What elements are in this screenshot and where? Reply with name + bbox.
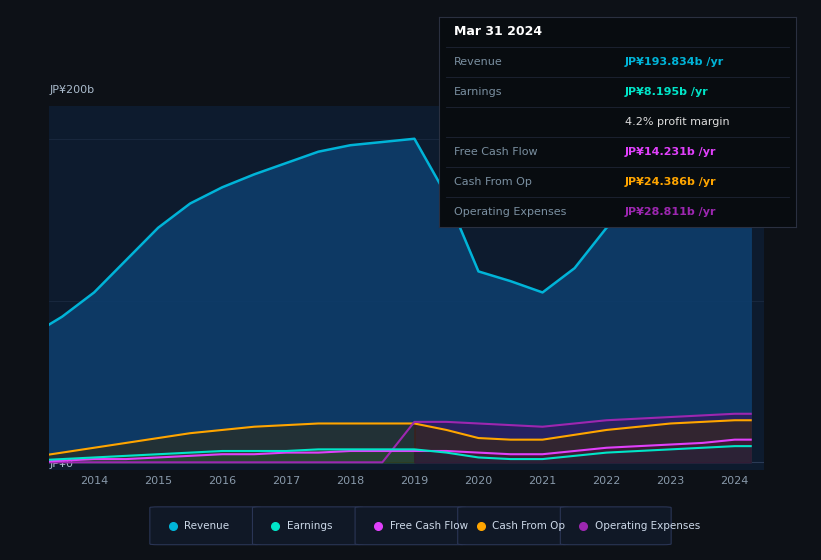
- Text: Revenue: Revenue: [453, 57, 502, 67]
- Text: JP¥200b: JP¥200b: [49, 86, 94, 95]
- Text: Revenue: Revenue: [184, 521, 229, 531]
- Text: Earnings: Earnings: [453, 87, 502, 97]
- FancyBboxPatch shape: [252, 507, 363, 545]
- Text: Free Cash Flow: Free Cash Flow: [453, 147, 537, 157]
- Text: Free Cash Flow: Free Cash Flow: [389, 521, 468, 531]
- FancyBboxPatch shape: [149, 507, 261, 545]
- Text: Mar 31 2024: Mar 31 2024: [453, 25, 542, 38]
- FancyBboxPatch shape: [458, 507, 568, 545]
- Text: Cash From Op: Cash From Op: [453, 177, 531, 187]
- Text: 4.2% profit margin: 4.2% profit margin: [625, 117, 730, 127]
- Text: Cash From Op: Cash From Op: [493, 521, 565, 531]
- Text: JP¥0: JP¥0: [49, 459, 73, 469]
- Text: Operating Expenses: Operating Expenses: [594, 521, 700, 531]
- Text: JP¥24.386b /yr: JP¥24.386b /yr: [625, 177, 717, 187]
- FancyBboxPatch shape: [355, 507, 466, 545]
- FancyBboxPatch shape: [560, 507, 672, 545]
- Text: Operating Expenses: Operating Expenses: [453, 207, 566, 217]
- Text: JP¥8.195b /yr: JP¥8.195b /yr: [625, 87, 709, 97]
- Text: JP¥28.811b /yr: JP¥28.811b /yr: [625, 207, 717, 217]
- Text: JP¥193.834b /yr: JP¥193.834b /yr: [625, 57, 724, 67]
- Text: Earnings: Earnings: [287, 521, 333, 531]
- Text: JP¥14.231b /yr: JP¥14.231b /yr: [625, 147, 717, 157]
